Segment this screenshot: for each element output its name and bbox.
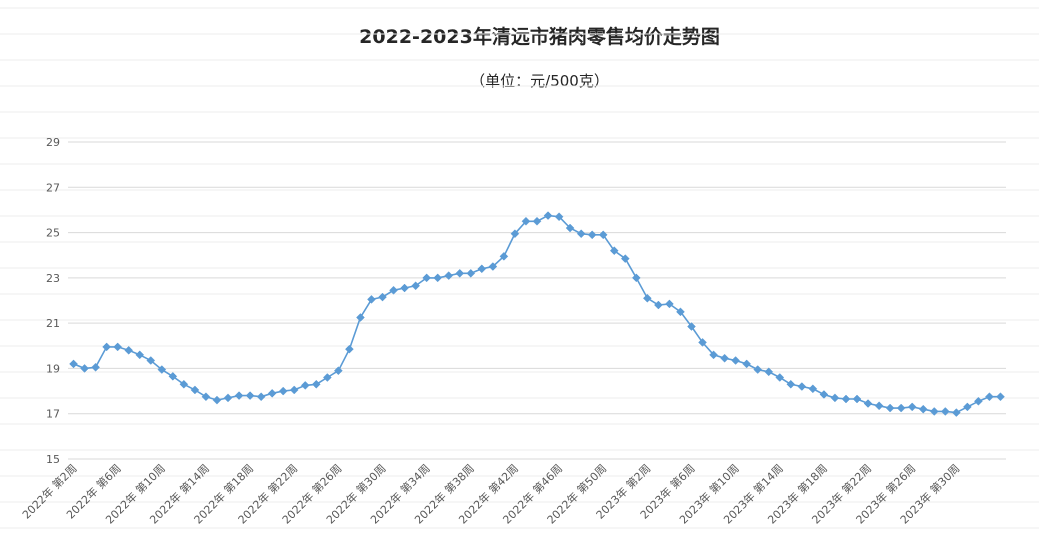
data-point (157, 365, 167, 374)
data-point (940, 407, 950, 416)
data-point (819, 390, 829, 399)
data-point (852, 394, 862, 404)
data-point (168, 372, 178, 381)
y-tick-label: 17 (46, 408, 60, 421)
data-point (797, 382, 807, 391)
series-line (73, 214, 1001, 414)
data-point (665, 299, 674, 309)
y-tick-label: 23 (46, 272, 60, 285)
data-point (69, 359, 78, 369)
data-point (974, 396, 983, 406)
data-point (631, 273, 641, 283)
data-point (389, 285, 398, 295)
data-point (245, 391, 255, 400)
data-point (411, 281, 420, 291)
data-point (311, 379, 321, 389)
data-point (433, 273, 443, 283)
data-point (896, 403, 906, 413)
data-point (113, 342, 123, 352)
data-point (543, 211, 553, 220)
data-point (587, 230, 597, 240)
data-point (345, 344, 354, 354)
data-point (532, 216, 542, 226)
data-point (698, 338, 707, 347)
data-point (598, 230, 608, 240)
data-point (731, 356, 740, 365)
data-point (521, 216, 531, 226)
data-point (742, 359, 752, 369)
data-point (786, 379, 796, 389)
data-point (322, 373, 332, 382)
data-point (985, 392, 994, 402)
y-tick-label: 19 (46, 362, 60, 375)
data-point (201, 392, 211, 402)
data-point (775, 373, 785, 382)
data-point (951, 408, 961, 417)
data-point (466, 268, 476, 278)
data-point (576, 229, 586, 239)
data-point (488, 262, 498, 271)
data-point (863, 399, 873, 408)
data-point (709, 350, 718, 360)
data-point (477, 264, 487, 274)
data-point (278, 386, 288, 396)
data-point (179, 379, 189, 389)
data-point (124, 345, 134, 355)
data-point (841, 394, 851, 404)
data-point (764, 367, 774, 377)
data-point (929, 407, 939, 416)
data-point (554, 212, 564, 222)
chart-title: 2022-2023年清远市猪肉零售均价走势图 (359, 26, 720, 48)
data-point (963, 402, 972, 412)
data-point (753, 365, 763, 374)
data-point (642, 293, 652, 303)
data-point (300, 381, 310, 390)
data-point (256, 392, 266, 402)
data-point (654, 300, 663, 310)
data-point (80, 364, 89, 373)
data-point (367, 295, 376, 304)
data-point (223, 393, 233, 403)
y-tick-label: 25 (46, 227, 60, 240)
data-point (885, 403, 895, 413)
data-point (102, 342, 111, 352)
data-point (996, 392, 1005, 402)
data-point (687, 322, 696, 331)
y-tick-label: 21 (46, 317, 60, 330)
y-tick-label: 15 (46, 453, 60, 466)
data-point (499, 251, 509, 261)
data-point (135, 350, 145, 360)
data-point (234, 391, 244, 400)
data-point (510, 229, 520, 239)
data-point (808, 384, 818, 394)
data-point (91, 362, 100, 372)
data-point (212, 395, 222, 405)
data-point (455, 268, 465, 278)
data-point (874, 401, 884, 411)
data-point (334, 366, 343, 376)
data-point (565, 223, 575, 233)
data-point (830, 393, 840, 403)
data-point (356, 313, 365, 322)
data-point (190, 385, 200, 395)
data-point (620, 254, 630, 263)
data-point (918, 404, 928, 414)
data-point (444, 271, 454, 280)
data-point (720, 353, 729, 363)
data-point (676, 307, 685, 317)
data-point (267, 388, 277, 398)
y-tick-label: 29 (46, 136, 60, 149)
y-tick-label: 27 (46, 181, 60, 194)
data-point (378, 292, 387, 302)
data-point (146, 356, 156, 365)
data-point (609, 246, 619, 256)
data-point (907, 402, 917, 412)
data-point (400, 283, 409, 293)
data-point (289, 385, 299, 395)
data-point (422, 273, 432, 283)
